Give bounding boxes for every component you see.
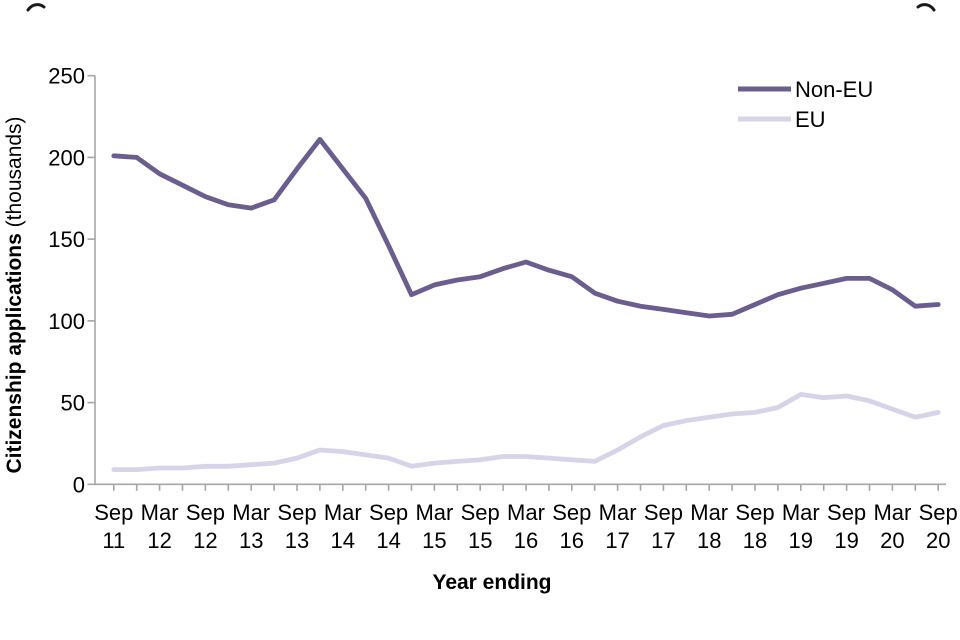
x-axis-tick-label-month: Mar	[507, 500, 545, 525]
x-axis-tick-label-month: Sep	[644, 500, 683, 525]
crop-mark-top-right	[916, 3, 936, 12]
y-axis-title: Citizenship applications (thousands)	[3, 116, 26, 473]
x-axis-tick-label-year: 18	[743, 528, 767, 553]
x-axis-tick-label-month: Mar	[873, 500, 911, 525]
x-axis-tick-label-month: Mar	[324, 500, 362, 525]
y-axis-tick-label: 250	[48, 64, 85, 89]
x-axis-tick-label-year: 13	[285, 528, 309, 553]
x-axis-tick-label-year: 14	[331, 528, 355, 553]
x-axis-tick-label-month: Mar	[782, 500, 820, 525]
x-axis-tick-label-month: Sep	[735, 500, 774, 525]
x-axis-tick-label-year: 12	[147, 528, 171, 553]
x-axis-tick-label-month: Sep	[919, 500, 958, 525]
series-line-eu	[111, 391, 941, 473]
y-axis-tick-label: 150	[48, 227, 85, 252]
x-axis-tick-label-month: Sep	[552, 500, 591, 525]
x-axis-tick-label-month: Sep	[461, 500, 500, 525]
x-axis-tick-label-year: 13	[239, 528, 263, 553]
x-axis-tick-label-year: 16	[560, 528, 584, 553]
y-axis-tick-label: 0	[73, 472, 85, 497]
x-axis-tick-label-year: 17	[605, 528, 629, 553]
crop-mark-top-left	[26, 3, 46, 12]
x-axis-tick-label-year: 16	[514, 528, 538, 553]
x-axis-tick-label-month: Mar	[690, 500, 728, 525]
x-axis-tick-label-year: 14	[376, 528, 400, 553]
x-axis-tick-label-month: Sep	[277, 500, 316, 525]
x-axis-tick-label-month: Mar	[232, 500, 270, 525]
legend: Non-EU EU	[738, 77, 873, 132]
data-series-layer	[111, 136, 941, 473]
x-axis-tick-label-year: 20	[926, 528, 950, 553]
y-axis-tick-label: 50	[61, 391, 85, 416]
x-axis-tick-label-year: 20	[880, 528, 904, 553]
x-axis-tick-label-month: Sep	[369, 500, 408, 525]
y-axis-title-main: Citizenship applications	[3, 233, 26, 473]
legend-label-non-eu: Non-EU	[795, 77, 873, 102]
x-axis-tick-label-year: 19	[789, 528, 813, 553]
x-axis-tick-label-year: 19	[834, 528, 858, 553]
x-axis-tick-label-year: 17	[651, 528, 675, 553]
x-axis-tick-label-month: Mar	[415, 500, 453, 525]
x-axis-tick-label-month: Mar	[599, 500, 637, 525]
y-axis-tick-label: 100	[48, 309, 85, 334]
y-axis-title-unit: (thousands)	[3, 116, 26, 233]
x-axis-tick-label-year: 18	[697, 528, 721, 553]
legend-label-eu: EU	[795, 107, 826, 132]
x-axis-tick-label-month: Sep	[94, 500, 133, 525]
axis-spines	[94, 75, 946, 486]
series-line-non-eu	[111, 136, 941, 319]
x-axis-tick-label-month: Sep	[827, 500, 866, 525]
y-axis-tick-label: 200	[48, 145, 85, 170]
axes-layer: 0 50 100 150 200 250 Sep 11 Mar 12 Sep 12 Mar 13 Sep 13…	[48, 64, 957, 553]
x-axis-tick-label-month: Sep	[186, 500, 225, 525]
x-axis-tick-label-year: 11	[102, 528, 125, 553]
x-axis-tick-label-year: 15	[468, 528, 492, 553]
x-axis-tick-label-month: Mar	[141, 500, 179, 525]
x-axis-tick-label-year: 12	[193, 528, 217, 553]
x-axis-title: Year ending	[432, 571, 551, 594]
x-axis-tick-label-year: 15	[422, 528, 446, 553]
